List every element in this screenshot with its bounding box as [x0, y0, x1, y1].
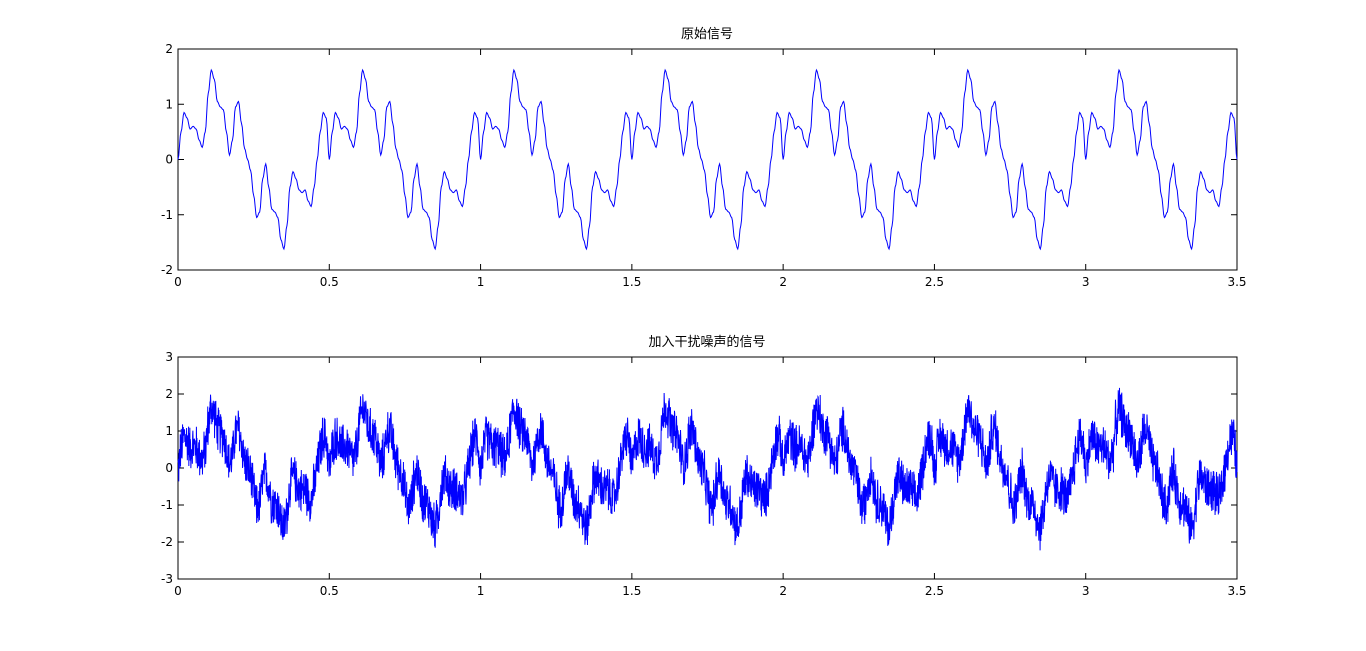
plot-area — [177, 356, 1238, 580]
y-tick-label: -2 — [161, 263, 173, 277]
y-tick-label: -1 — [161, 208, 173, 222]
y-tick-label: 2 — [165, 387, 173, 401]
axis-ticks: 0 0.5 1 1.5 2 2.5 3 3.5 -2 -1 0 1 2 — [161, 42, 1247, 289]
y-tick-label: 1 — [165, 97, 173, 111]
x-tick-label: 1 — [477, 275, 485, 289]
x-tick-label: 0 — [174, 275, 182, 289]
y-tick-label: -2 — [161, 535, 173, 549]
plot-area — [177, 48, 1238, 271]
x-tick-label: 3 — [1082, 275, 1090, 289]
x-tick-label: 1.5 — [622, 275, 641, 289]
y-tick-label: -3 — [161, 572, 173, 586]
y-tick-label: 3 — [165, 350, 173, 364]
y-tick-label: 2 — [165, 42, 173, 56]
x-tick-label: 1 — [477, 584, 485, 598]
x-tick-label: 3.5 — [1227, 584, 1246, 598]
x-tick-label: 0.5 — [320, 275, 339, 289]
chart-title: 原始信号 — [681, 27, 733, 42]
subplot-original-signal: 原始信号 0 0.5 1 1.5 2 2.5 3 3.5 -2 -1 0 1 2 — [161, 27, 1247, 289]
x-tick-label: 2 — [779, 275, 787, 289]
y-tick-label: 0 — [165, 461, 173, 475]
x-tick-label: 1.5 — [622, 584, 641, 598]
x-tick-label: 2.5 — [925, 584, 944, 598]
axis-ticks: 0 0.5 1 1.5 2 2.5 3 3.5 -3 -2 -1 0 1 2 3 — [161, 350, 1247, 598]
x-tick-label: 3.5 — [1227, 275, 1246, 289]
x-tick-label: 0.5 — [320, 584, 339, 598]
series-line — [177, 387, 1238, 551]
series-group — [177, 387, 1238, 551]
x-tick-label: 2.5 — [925, 275, 944, 289]
x-tick-label: 0 — [174, 584, 182, 598]
x-tick-label: 2 — [779, 584, 787, 598]
y-tick-label: -1 — [161, 498, 173, 512]
series-group — [177, 68, 1238, 251]
y-tick-label: 0 — [165, 153, 173, 167]
y-tick-label: 1 — [165, 424, 173, 438]
x-tick-label: 3 — [1082, 584, 1090, 598]
subplot-noisy-signal: 加入干扰噪声的信号 0 0.5 1 1.5 2 2.5 3 3.5 -3 -2 -1 0 1 2 3 — [161, 334, 1247, 598]
series-line — [177, 68, 1238, 251]
chart-title: 加入干扰噪声的信号 — [648, 334, 765, 350]
